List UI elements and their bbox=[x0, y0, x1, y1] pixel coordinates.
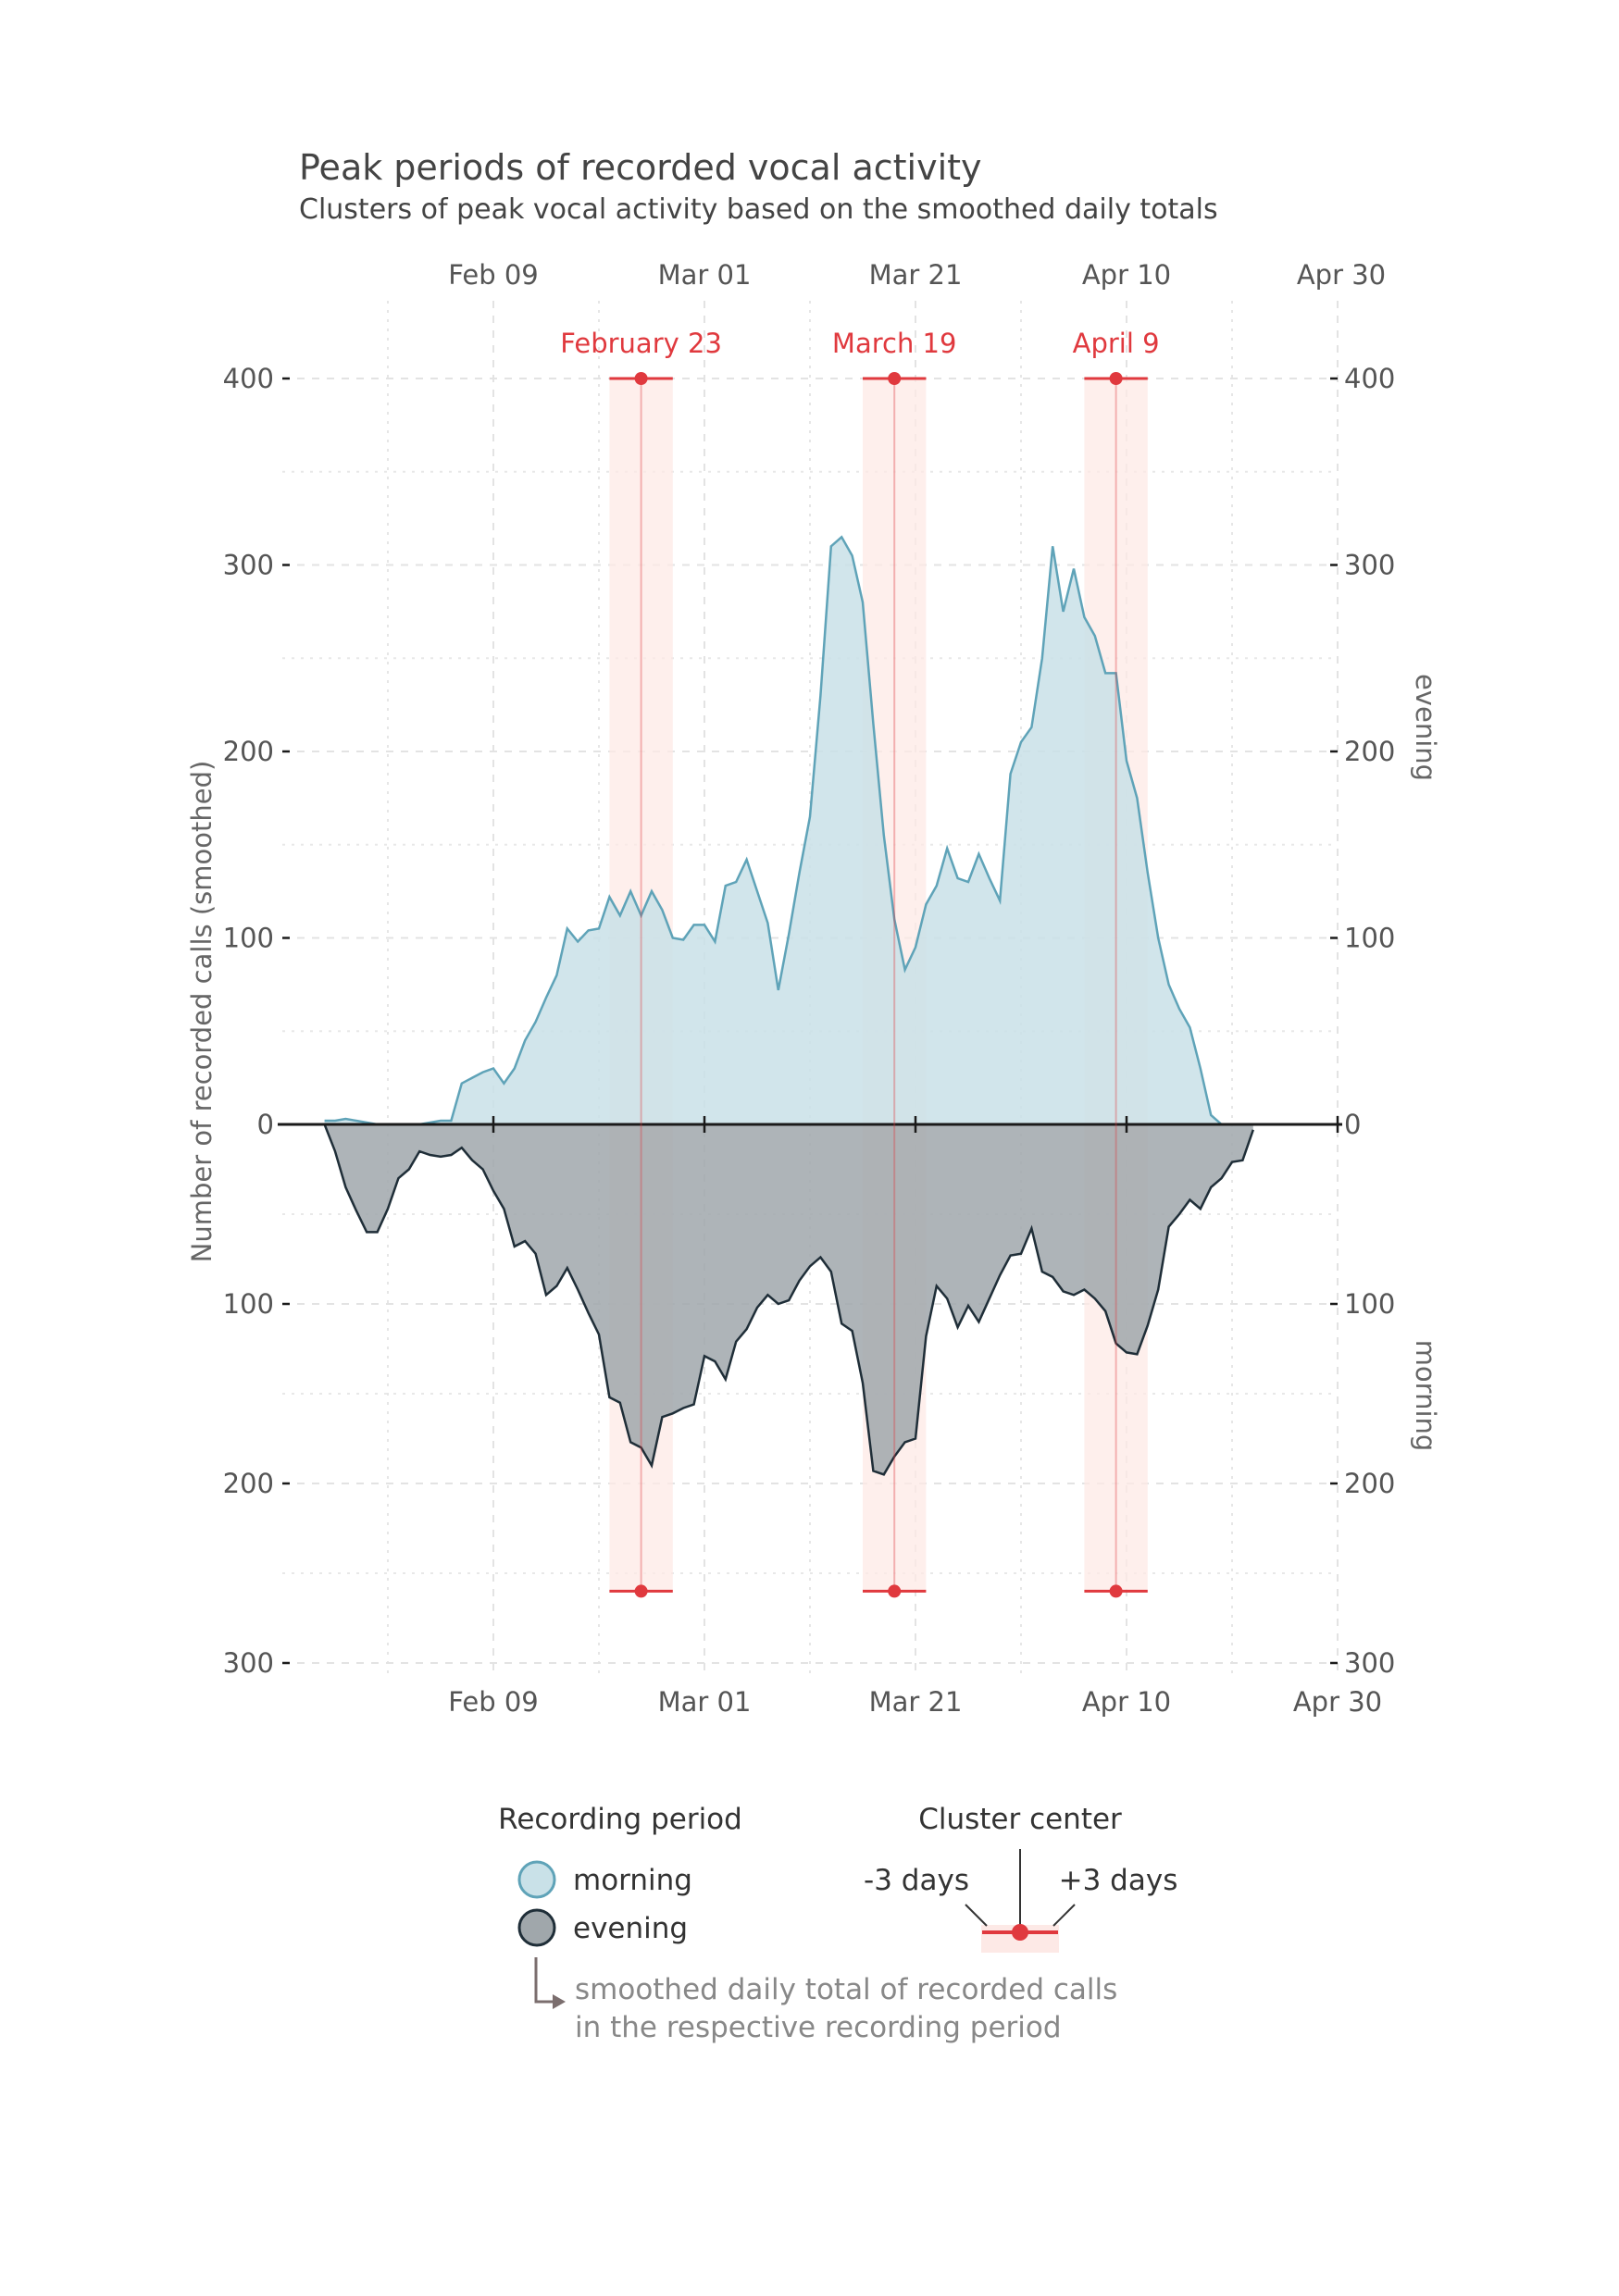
cluster-center-dot bbox=[634, 1584, 648, 1598]
y-tick-label-upper-left: 100 bbox=[223, 923, 274, 954]
cluster-label: March 19 bbox=[832, 328, 957, 359]
chart-title: Peak periods of recorded vocal activity bbox=[299, 147, 982, 188]
x-tick-label-top: Apr 30 bbox=[1297, 259, 1386, 291]
y-tick-label-upper-right: 100 bbox=[1344, 923, 1395, 954]
x-tick-label-top: Feb 09 bbox=[448, 259, 538, 291]
x-tick-label-top: Mar 21 bbox=[869, 259, 963, 291]
legend-recording-period: Recording period morning evening smoothe… bbox=[498, 1803, 1117, 2044]
cluster-center-dot bbox=[888, 1584, 902, 1598]
x-tick-label-bottom: Feb 09 bbox=[448, 1686, 538, 1718]
y-tick-label-upper-left: 300 bbox=[223, 550, 274, 581]
legend-center-title: Cluster center bbox=[918, 1803, 1122, 1836]
tick-labels: February 23 March 19 April 9 0 0 100 100 200 200… bbox=[223, 259, 1396, 1718]
legend-minus-label: -3 days bbox=[864, 1864, 969, 1897]
legend-evening-label: evening bbox=[573, 1912, 688, 1945]
axes bbox=[278, 377, 1342, 1665]
chart-subtitle: Clusters of peak vocal activity based on… bbox=[299, 193, 1218, 226]
y-tick-label-lower-right: 300 bbox=[1344, 1647, 1395, 1679]
cluster-center-dot bbox=[1109, 372, 1123, 385]
cluster-markers bbox=[609, 372, 1148, 1598]
legend-cluster-center: Cluster center -3 days +3 days bbox=[864, 1803, 1177, 1953]
x-tick-label-bottom: Mar 21 bbox=[869, 1686, 963, 1718]
right-label-evening: evening bbox=[1410, 674, 1441, 781]
y-tick-label-upper-right: 0 bbox=[1344, 1109, 1361, 1140]
y-tick-label-lower-right: 200 bbox=[1344, 1468, 1395, 1499]
y-tick-label-lower-left: 300 bbox=[223, 1647, 274, 1679]
y-axis-title: Number of recorded calls (smoothed) bbox=[186, 761, 218, 1263]
legend-evening-swatch bbox=[517, 1908, 556, 1947]
cluster-center-dot bbox=[1109, 1584, 1123, 1598]
morning-line bbox=[324, 535, 1223, 1126]
area-series bbox=[323, 535, 1254, 1476]
y-tick-label-upper-left: 400 bbox=[223, 363, 274, 394]
x-tick-label-top: Mar 01 bbox=[658, 259, 752, 291]
y-tick-label-upper-right: 200 bbox=[1344, 736, 1395, 767]
legend-note-line2: in the respective recording period bbox=[575, 2011, 1062, 2044]
legend-minus-pointer bbox=[965, 1904, 988, 1927]
x-tick-label-bottom: Apr 10 bbox=[1082, 1686, 1171, 1718]
legend-center-dot bbox=[1012, 1924, 1028, 1941]
cluster-label: April 9 bbox=[1073, 328, 1160, 359]
y-tick-label-lower-left: 100 bbox=[223, 1288, 274, 1320]
legend-morning-swatch bbox=[517, 1860, 556, 1899]
x-tick-label-top: Apr 10 bbox=[1082, 259, 1171, 291]
y-tick-label-upper-right: 300 bbox=[1344, 550, 1395, 581]
y-tick-label-upper-left: 0 bbox=[257, 1109, 274, 1140]
evening-line bbox=[323, 1123, 1254, 1476]
cluster-label: February 23 bbox=[560, 328, 722, 359]
legend-period-title: Recording period bbox=[498, 1803, 742, 1836]
y-tick-label-lower-left: 200 bbox=[223, 1468, 274, 1499]
x-tick-label-bottom: Mar 01 bbox=[658, 1686, 752, 1718]
legend-plus-pointer bbox=[1052, 1904, 1076, 1927]
legend-morning-label: morning bbox=[573, 1864, 692, 1897]
legend-note-line1: smoothed daily total of recorded calls bbox=[575, 1973, 1117, 2006]
cluster-center-dot bbox=[888, 372, 902, 385]
legend-note-arrowhead bbox=[553, 1994, 566, 2009]
y-tick-label-upper-right: 400 bbox=[1344, 363, 1395, 394]
x-tick-label-bottom: Apr 30 bbox=[1293, 1686, 1382, 1718]
morning-area bbox=[324, 537, 1222, 1124]
y-tick-label-lower-right: 100 bbox=[1344, 1288, 1395, 1320]
right-label-morning: morning bbox=[1410, 1340, 1441, 1452]
y-tick-label-upper-left: 200 bbox=[223, 736, 274, 767]
cluster-center-dot bbox=[634, 372, 648, 385]
legend-note-arrow bbox=[534, 1957, 556, 2004]
legend-plus-label: +3 days bbox=[1059, 1864, 1178, 1897]
